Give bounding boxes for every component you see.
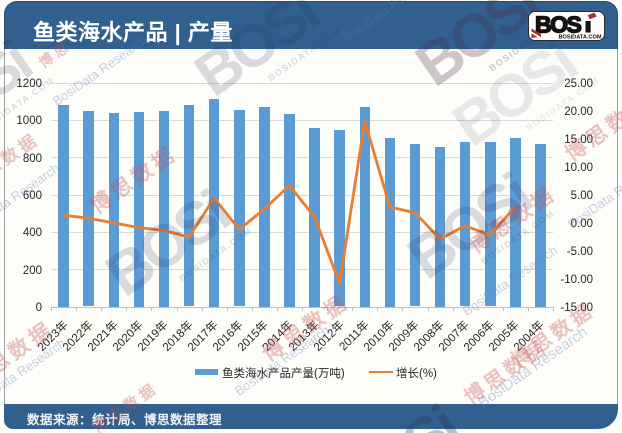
svg-text:BOS: BOS xyxy=(535,12,582,38)
svg-text:BOSIDATA.COM: BOSIDATA.COM xyxy=(559,35,602,41)
